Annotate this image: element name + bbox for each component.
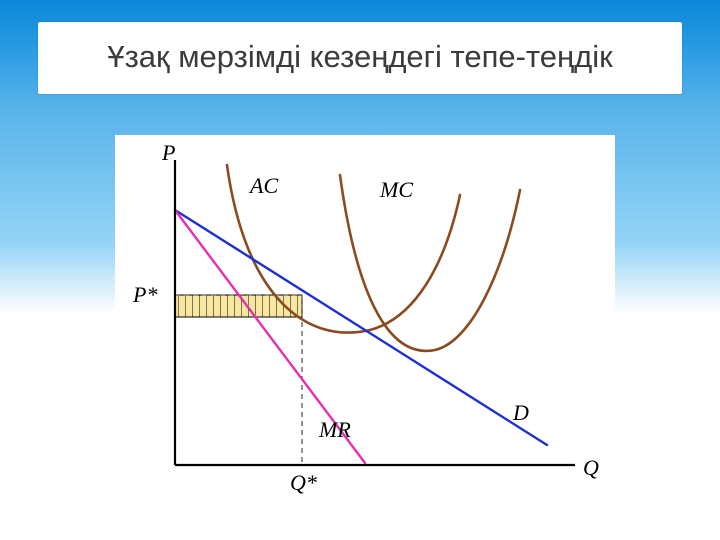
chart-container: P AC MC P* MR D Q* Q [115,135,615,500]
mc-curve [340,175,520,351]
label-d: D [512,400,529,425]
d-curve [175,210,547,445]
label-ac: AC [248,173,278,198]
label-qstar: Q* [290,470,317,495]
economics-chart: P AC MC P* MR D Q* Q [115,135,615,500]
label-mc: MC [379,177,413,202]
label-p: P [161,140,175,165]
label-q: Q [583,455,599,480]
title-box: Ұзақ мерзімді кезеңдегі тепе-теңдік [38,22,682,94]
slide-title: Ұзақ мерзімді кезеңдегі тепе-теңдік [58,40,662,74]
slide: Ұзақ мерзімді кезеңдегі тепе-теңдік P AC M… [0,0,720,540]
label-pstar: P* [132,282,157,307]
label-mr: MR [318,417,351,442]
hatch-region [175,295,302,317]
